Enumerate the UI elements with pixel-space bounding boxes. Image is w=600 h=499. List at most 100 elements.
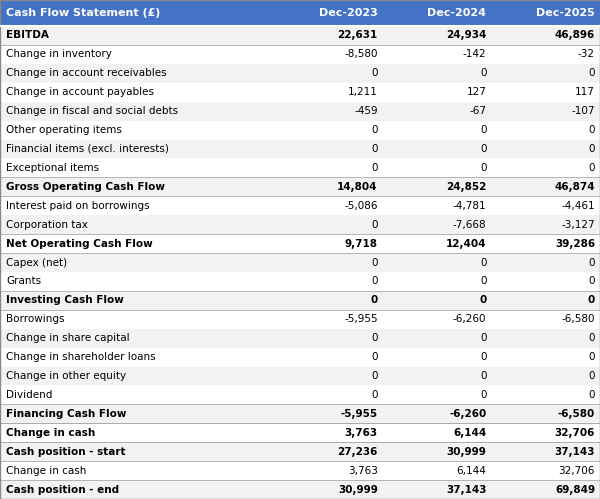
Text: 117: 117	[575, 87, 595, 97]
Text: Change in fiscal and social debts: Change in fiscal and social debts	[6, 106, 178, 116]
Text: 0: 0	[588, 295, 595, 305]
Bar	[274, 177, 383, 196]
Bar	[274, 215, 383, 234]
Bar	[0, 102, 274, 121]
Text: 0: 0	[589, 257, 595, 267]
Bar	[0, 348, 274, 367]
Text: 39,286: 39,286	[555, 239, 595, 249]
Text: Change in cash: Change in cash	[6, 428, 95, 438]
Text: Change in shareholder loans: Change in shareholder loans	[6, 352, 155, 362]
Text: 37,143: 37,143	[446, 485, 487, 495]
Bar	[383, 310, 491, 329]
Text: 0: 0	[589, 144, 595, 154]
Text: 30,999: 30,999	[446, 447, 487, 457]
Text: 24,934: 24,934	[446, 30, 487, 40]
Text: 0: 0	[371, 257, 378, 267]
Bar	[491, 196, 600, 215]
Text: 0: 0	[371, 125, 378, 135]
Bar	[0, 291, 274, 310]
Bar	[383, 234, 491, 253]
Bar	[383, 348, 491, 367]
Text: Dividend: Dividend	[6, 390, 52, 400]
Bar	[274, 442, 383, 461]
Text: EBITDA: EBITDA	[6, 30, 49, 40]
Bar	[0, 140, 274, 159]
Bar	[274, 102, 383, 121]
Text: 0: 0	[371, 371, 378, 381]
Text: -32: -32	[578, 49, 595, 59]
Text: Change in share capital: Change in share capital	[6, 333, 130, 343]
Text: 0: 0	[480, 276, 487, 286]
Bar	[383, 26, 491, 45]
Bar	[383, 0, 491, 26]
Text: 0: 0	[589, 276, 595, 286]
Bar	[274, 291, 383, 310]
Bar	[383, 196, 491, 215]
Bar	[383, 140, 491, 159]
Text: Financing Cash Flow: Financing Cash Flow	[6, 409, 127, 419]
Bar	[383, 461, 491, 480]
Text: Change in account receivables: Change in account receivables	[6, 68, 167, 78]
Bar	[491, 159, 600, 177]
Text: 0: 0	[480, 257, 487, 267]
Text: 0: 0	[371, 295, 378, 305]
Text: Borrowings: Borrowings	[6, 314, 65, 324]
Bar	[0, 83, 274, 102]
Text: Corporation tax: Corporation tax	[6, 220, 88, 230]
Text: -459: -459	[354, 106, 378, 116]
Bar	[0, 159, 274, 177]
Bar	[491, 234, 600, 253]
Bar	[0, 26, 274, 45]
Bar	[491, 329, 600, 348]
Bar	[0, 0, 274, 26]
Text: 0: 0	[589, 163, 595, 173]
Bar	[383, 159, 491, 177]
Bar	[0, 423, 274, 442]
Text: 0: 0	[589, 390, 595, 400]
Bar	[383, 272, 491, 291]
Text: 37,143: 37,143	[554, 447, 595, 457]
Bar	[274, 140, 383, 159]
Text: Dec-2023: Dec-2023	[319, 8, 378, 18]
Text: 3,763: 3,763	[344, 428, 378, 438]
Text: 27,236: 27,236	[337, 447, 378, 457]
Text: -6,580: -6,580	[562, 314, 595, 324]
Bar	[383, 404, 491, 423]
Bar	[491, 310, 600, 329]
Bar	[274, 423, 383, 442]
Text: Cash position - start: Cash position - start	[6, 447, 125, 457]
Text: 6,144: 6,144	[457, 466, 487, 476]
Text: Capex (net): Capex (net)	[6, 257, 67, 267]
Bar	[0, 253, 274, 272]
Bar	[274, 480, 383, 499]
Bar	[0, 367, 274, 386]
Text: -6,260: -6,260	[449, 409, 487, 419]
Text: 0: 0	[589, 125, 595, 135]
Text: 0: 0	[371, 276, 378, 286]
Bar	[491, 121, 600, 140]
Bar	[383, 253, 491, 272]
Text: 0: 0	[479, 295, 487, 305]
Text: Gross Operating Cash Flow: Gross Operating Cash Flow	[6, 182, 165, 192]
Bar	[274, 45, 383, 64]
Bar	[274, 329, 383, 348]
Text: -142: -142	[463, 49, 487, 59]
Text: -4,781: -4,781	[453, 201, 487, 211]
Bar	[491, 386, 600, 404]
Text: 12,404: 12,404	[446, 239, 487, 249]
Bar	[0, 215, 274, 234]
Text: 46,874: 46,874	[554, 182, 595, 192]
Text: 0: 0	[371, 144, 378, 154]
Text: Interest paid on borrowings: Interest paid on borrowings	[6, 201, 149, 211]
Bar	[383, 215, 491, 234]
Bar	[491, 177, 600, 196]
Bar	[491, 461, 600, 480]
Bar	[0, 177, 274, 196]
Text: Financial items (excl. interests): Financial items (excl. interests)	[6, 144, 169, 154]
Bar	[491, 423, 600, 442]
Text: 22,631: 22,631	[338, 30, 378, 40]
Bar	[491, 0, 600, 26]
Bar	[491, 272, 600, 291]
Bar	[274, 26, 383, 45]
Bar	[383, 177, 491, 196]
